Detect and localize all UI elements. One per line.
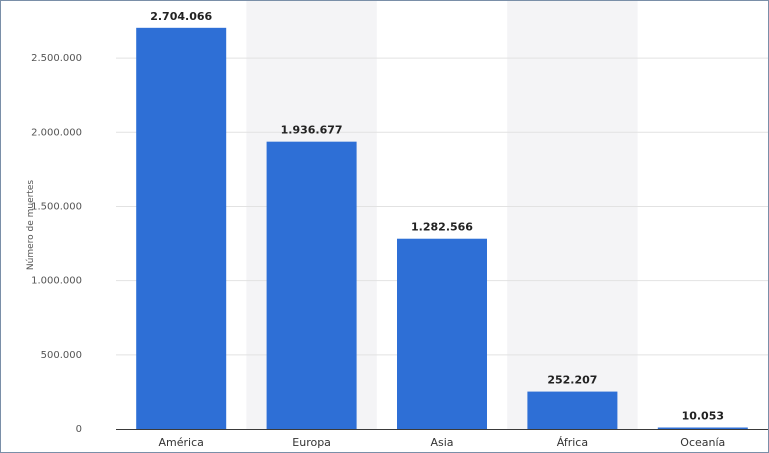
bar <box>397 238 487 429</box>
y-tick-label: 500.000 <box>41 350 82 361</box>
y-tick-label: 1.500.000 <box>31 201 82 212</box>
data-label: 252.207 <box>547 374 597 387</box>
y-axis-ticks: 0 500.000 1.000.000 1.500.000 2.000.000 2.500… <box>31 53 82 435</box>
bar <box>266 141 357 430</box>
y-tick-label: 2.500.000 <box>31 53 82 64</box>
y-tick-label: 2.000.000 <box>31 127 82 138</box>
bars <box>136 27 748 430</box>
x-axis-categories: América Europa Asia África Oceanía <box>159 436 726 449</box>
y-tick-label: 1.000.000 <box>31 276 82 287</box>
y-tick-label: 0 <box>76 424 82 435</box>
bar <box>527 391 618 429</box>
x-category-label: Asia <box>430 436 453 449</box>
data-label: 1.936.677 <box>281 124 343 137</box>
data-labels: 2.704.066 1.936.677 1.282.566 252.207 10.053 <box>150 10 724 423</box>
x-category-label: América <box>159 436 204 449</box>
column-band <box>507 1 638 429</box>
data-label: 2.704.066 <box>150 10 212 23</box>
bar <box>657 427 748 429</box>
x-category-label: Oceanía <box>680 436 725 449</box>
x-category-label: Europa <box>292 436 331 449</box>
data-label: 10.053 <box>682 410 724 423</box>
x-category-label: África <box>557 436 588 449</box>
bar <box>136 27 227 429</box>
y-axis-title: Número de muertes <box>26 180 36 270</box>
data-label: 1.282.566 <box>411 221 473 234</box>
